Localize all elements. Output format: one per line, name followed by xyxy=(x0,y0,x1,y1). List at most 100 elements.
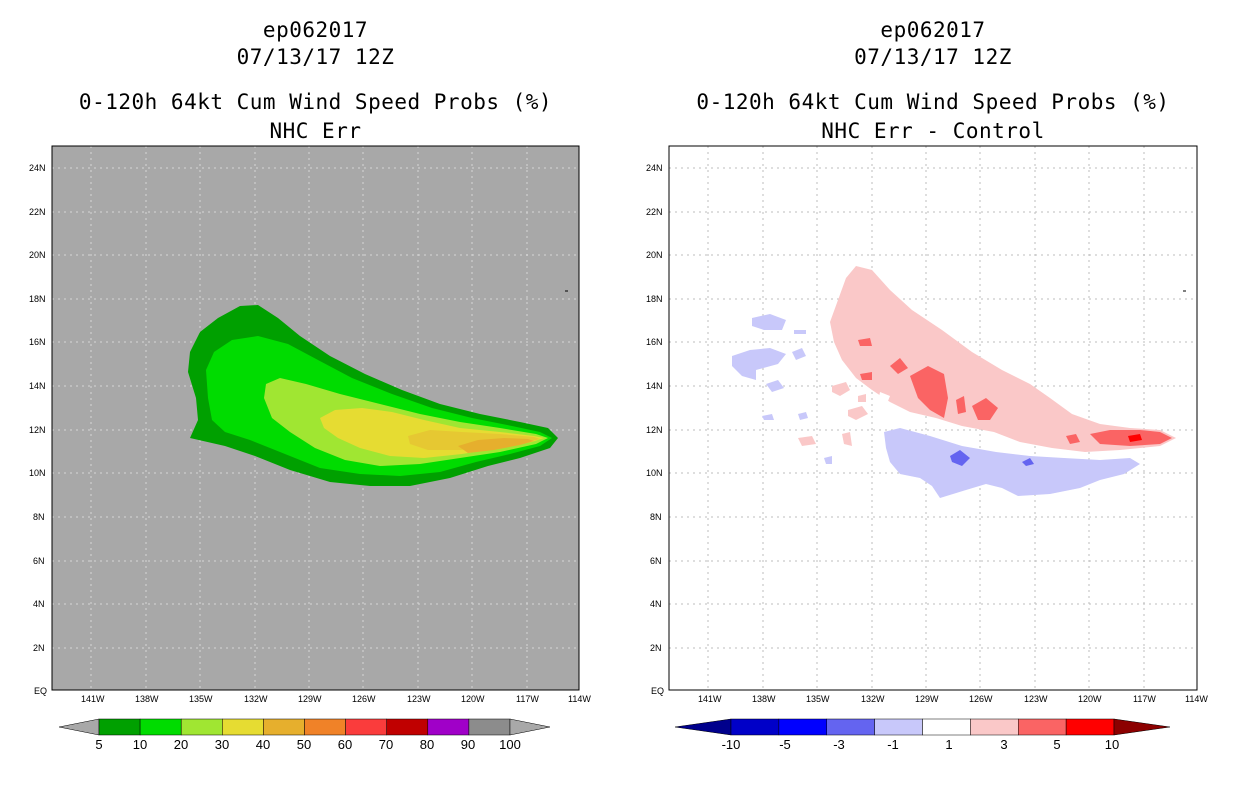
left-colorbar-label: 30 xyxy=(214,737,230,752)
right-y-tick: 4N xyxy=(650,599,662,609)
right-y-tick: 24N xyxy=(646,163,663,173)
colorbar-swatch xyxy=(263,718,305,736)
right-title-product: 0-120h 64kt Cum Wind Speed Probs (%) xyxy=(696,90,1170,114)
right-map xyxy=(668,145,1198,691)
left-x-tick: 123W xyxy=(407,694,431,704)
right-colorbar-label: -5 xyxy=(779,737,791,752)
right-contour-neg-2 xyxy=(732,348,786,380)
left-y-tick: 8N xyxy=(33,512,45,522)
right-y-tick: 22N xyxy=(646,207,663,217)
colorbar-swatch xyxy=(730,718,780,736)
colorbar-swatch xyxy=(468,718,511,736)
colorbar-swatch xyxy=(970,718,1019,736)
colorbar-swatch xyxy=(826,718,875,736)
right-x-tick: 126W xyxy=(969,694,993,704)
right-colorbar-label: 10 xyxy=(1104,737,1120,752)
right-contour-pos-3-5-b xyxy=(972,398,998,420)
left-x-tick: 135W xyxy=(189,694,213,704)
left-y-tick: 22N xyxy=(29,207,46,217)
right-contour-neg-1 xyxy=(752,314,786,330)
right-colorbar-label: 3 xyxy=(1000,737,1008,752)
right-contour-pos-small-1 xyxy=(832,382,850,396)
left-y-tick: 16N xyxy=(29,337,46,347)
left-y-tick: 2N xyxy=(33,643,45,653)
left-title-time: 07/13/17 12Z xyxy=(236,45,395,69)
left-contour-40 xyxy=(408,430,540,450)
left-colorbar-label: 90 xyxy=(460,737,476,752)
right-colorbar xyxy=(674,718,1171,736)
left-title-subtitle: NHC Err xyxy=(269,119,362,143)
right-y-tick: 10N xyxy=(646,468,663,478)
left-colorbar-label: 10 xyxy=(132,737,148,752)
right-contour-neg-6 xyxy=(762,414,774,420)
left-x-tick: 117W xyxy=(516,694,539,704)
left-y-tick: 10N xyxy=(29,468,46,478)
right-colorbar-label: -10 xyxy=(721,737,741,752)
left-x-tick: 114W xyxy=(568,694,591,704)
right-contour-neg-5 xyxy=(766,380,784,392)
left-y-tick: 24N xyxy=(29,163,46,173)
right-contour-neg-7 xyxy=(798,412,808,420)
right-title-storm: ep062017 xyxy=(880,18,986,42)
left-colorbar-label: 80 xyxy=(419,737,435,752)
right-contour-hole xyxy=(878,392,890,406)
right-contour-neg-3 xyxy=(794,330,806,334)
colorbar-swatch xyxy=(427,718,470,736)
right-y-tick: 18N xyxy=(646,294,663,304)
right-contour-pos-small-4 xyxy=(842,432,852,446)
left-x-tick: 141W xyxy=(81,694,105,704)
left-colorbar-label: 70 xyxy=(378,737,394,752)
colorbar-swatch xyxy=(386,718,429,736)
left-map xyxy=(51,145,580,691)
right-x-tick: 135W xyxy=(806,694,830,704)
colorbar-swatch xyxy=(922,718,971,736)
colorbar-swatch xyxy=(874,718,923,736)
right-y-tick: 2N xyxy=(650,643,662,653)
right-contour-pos-3-5-c xyxy=(890,358,908,374)
right-y-tick: 6N xyxy=(650,556,662,566)
left-colorbar-label: 40 xyxy=(255,737,271,752)
right-contour-pos-3-5-e xyxy=(858,338,872,346)
right-contour-neg-4 xyxy=(792,348,806,360)
right-colorbar-label: -3 xyxy=(833,737,845,752)
left-map-frame xyxy=(51,145,580,691)
right-y-tick: 14N xyxy=(646,381,663,391)
right-x-tick: 114W xyxy=(1185,694,1208,704)
colorbar-over-triangle xyxy=(509,718,551,736)
colorbar-over-triangle xyxy=(1113,718,1171,736)
left-y-tick: 4N xyxy=(33,599,45,609)
right-contour-pos-1-3 xyxy=(830,266,1176,452)
left-x-tick: 138W xyxy=(135,694,159,704)
colorbar-swatch xyxy=(345,718,387,736)
right-contour-pos-small-3 xyxy=(798,436,816,446)
colorbar-swatch xyxy=(304,718,346,736)
right-x-tick: 129W xyxy=(915,694,939,704)
colorbar-swatch xyxy=(180,718,223,736)
left-y-tick: 12N xyxy=(29,425,46,435)
right-contour-pos-small-5 xyxy=(858,394,866,402)
right-colorbar-label: 5 xyxy=(1053,737,1061,752)
right-x-tick: 141W xyxy=(698,694,722,704)
left-x-tick: 129W xyxy=(298,694,322,704)
right-y-tick: 8N xyxy=(650,512,662,522)
right-map-background xyxy=(669,146,1197,690)
right-contour-pos-3-5-d xyxy=(956,396,966,414)
right-contour-pos-5-10 xyxy=(1128,434,1142,442)
right-map-frame xyxy=(668,145,1198,691)
left-x-tick: 120W xyxy=(461,694,485,704)
left-contour-50 xyxy=(458,438,534,453)
right-y-tick: 12N xyxy=(646,425,663,435)
right-y-tick: 20N xyxy=(646,250,663,260)
colorbar-swatch xyxy=(1065,718,1115,736)
right-x-tick: 132W xyxy=(861,694,885,704)
left-title-product: 0-120h 64kt Cum Wind Speed Probs (%) xyxy=(78,90,553,114)
right-x-tick: 117W xyxy=(1133,694,1156,704)
right-x-tick: 120W xyxy=(1078,694,1102,704)
right-y-tick: EQ xyxy=(651,686,665,696)
right-contour-pos-small-2 xyxy=(848,406,868,420)
left-colorbar-label: 60 xyxy=(337,737,353,752)
left-colorbar-label: 50 xyxy=(296,737,312,752)
right-y-tick: 16N xyxy=(646,337,663,347)
right-contour-neg-8 xyxy=(824,456,832,464)
